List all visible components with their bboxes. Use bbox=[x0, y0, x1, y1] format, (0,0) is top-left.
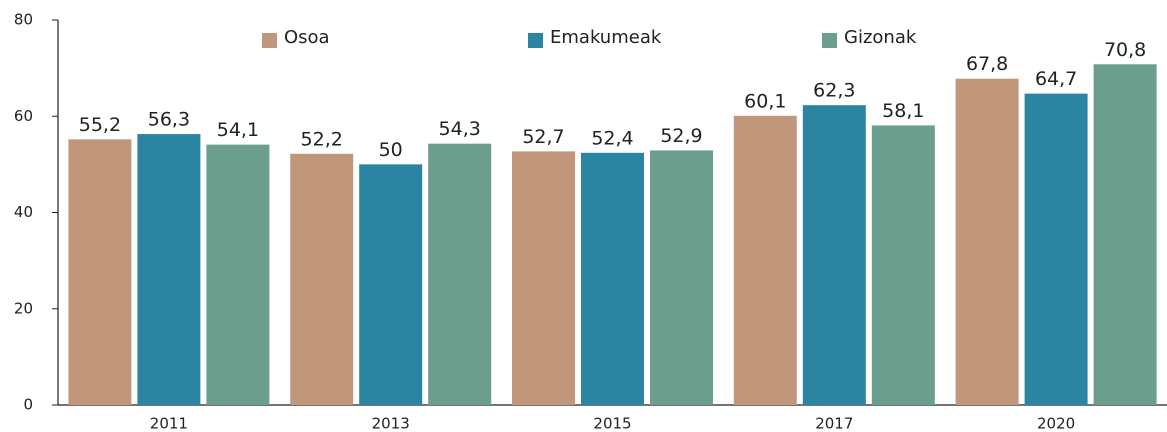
bar bbox=[871, 125, 935, 406]
value-label: 52,9 bbox=[660, 125, 702, 147]
bar bbox=[733, 115, 797, 406]
legend-swatch bbox=[822, 33, 837, 48]
value-label: 64,7 bbox=[1035, 68, 1077, 90]
value-label: 52,2 bbox=[301, 128, 343, 150]
x-tick-label: 2020 bbox=[1037, 415, 1075, 432]
bar bbox=[359, 164, 423, 405]
legend-label: Osoa bbox=[284, 27, 330, 48]
y-tick-label: 0 bbox=[23, 396, 33, 414]
y-tick-label: 60 bbox=[14, 107, 33, 125]
bar bbox=[802, 105, 866, 406]
legend-label: Gizonak bbox=[844, 27, 917, 48]
value-label: 60,1 bbox=[744, 90, 786, 112]
legend-swatch bbox=[528, 33, 543, 48]
bar bbox=[137, 134, 201, 405]
value-label: 52,4 bbox=[591, 127, 633, 149]
value-label: 62,3 bbox=[813, 80, 855, 102]
bar bbox=[1093, 64, 1157, 406]
value-label: 67,8 bbox=[966, 53, 1008, 75]
value-label: 55,2 bbox=[79, 114, 121, 136]
x-tick-label: 2011 bbox=[150, 415, 188, 432]
x-tick-label: 2013 bbox=[372, 415, 410, 432]
value-label: 50 bbox=[379, 139, 403, 161]
bar bbox=[428, 143, 492, 405]
bar bbox=[206, 144, 270, 406]
bar bbox=[581, 152, 644, 405]
x-tick-label: 2015 bbox=[593, 415, 631, 432]
value-label: 52,7 bbox=[522, 126, 564, 148]
bar bbox=[512, 151, 575, 405]
bar bbox=[955, 78, 1019, 406]
y-tick-label: 20 bbox=[14, 299, 33, 317]
value-label: 54,1 bbox=[217, 119, 259, 141]
y-tick-label: 40 bbox=[14, 203, 33, 221]
y-tick-label: 80 bbox=[14, 11, 33, 29]
bar bbox=[68, 139, 132, 405]
value-label: 70,8 bbox=[1104, 39, 1146, 61]
value-label: 54,3 bbox=[439, 118, 481, 140]
bar bbox=[1024, 93, 1088, 405]
x-tick-label: 2017 bbox=[815, 415, 853, 432]
legend-label: Emakumeak bbox=[550, 27, 662, 48]
bar bbox=[650, 150, 713, 405]
bar bbox=[290, 153, 354, 405]
legend-swatch bbox=[262, 33, 277, 48]
value-label: 56,3 bbox=[148, 109, 190, 131]
value-label: 58,1 bbox=[882, 100, 924, 122]
